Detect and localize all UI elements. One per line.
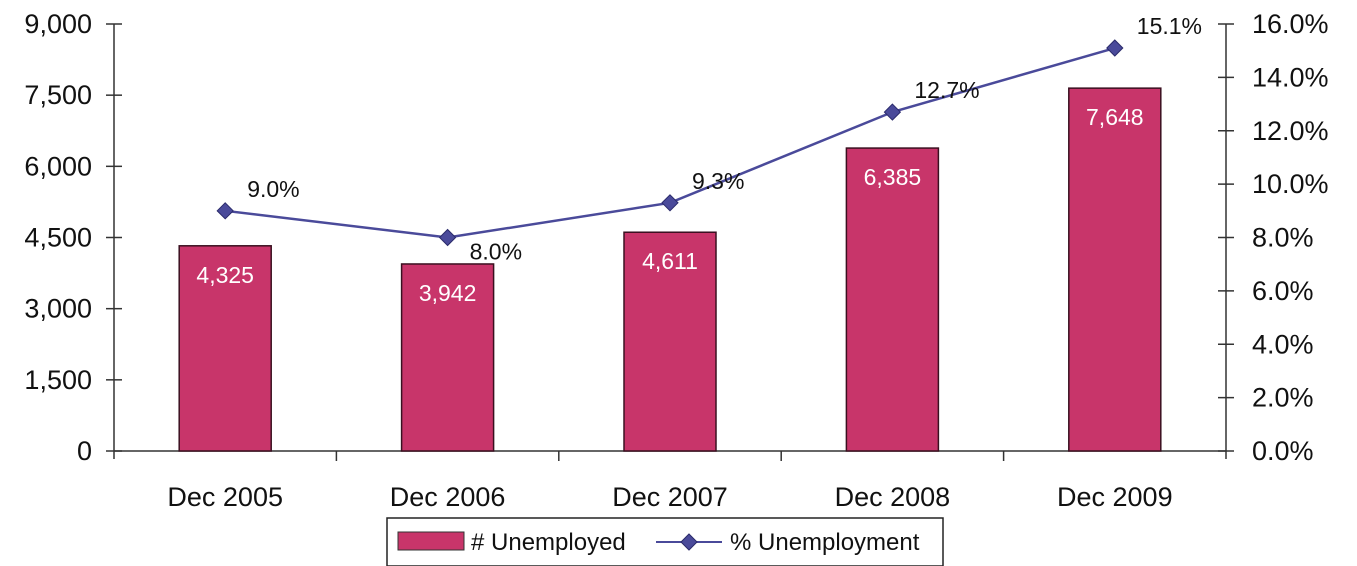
- x-tick-label: Dec 2009: [1057, 482, 1173, 512]
- legend: # Unemployed % Unemployment: [386, 517, 944, 566]
- line-point: [438, 228, 457, 247]
- y-left-tick-label: 1,500: [24, 365, 92, 395]
- y-right-tick-label: 16.0%: [1252, 9, 1329, 39]
- line-point: [1106, 39, 1124, 57]
- y-left-tick-label: 6,000: [24, 151, 92, 181]
- y-left-tick-label: 3,000: [24, 294, 92, 324]
- legend-box: [386, 517, 944, 566]
- y-right-tick-label: 2.0%: [1252, 383, 1314, 413]
- line-data-label: 15.1%: [1137, 13, 1202, 39]
- bar: [845, 147, 940, 452]
- x-tick-label: Dec 2006: [390, 482, 506, 512]
- y-right-tick-label: 10.0%: [1252, 169, 1329, 199]
- y-left-tick-label: 0: [77, 436, 92, 466]
- bar-data-label: 4,611: [642, 248, 698, 274]
- bar-data-label: 3,942: [419, 280, 477, 306]
- plot-area: 0 1,500 3,000 4,500 6,000 7,500 9,000 0.0% 2.0% 4…: [24, 9, 1328, 512]
- bar-data-label: 7,648: [1086, 104, 1144, 130]
- x-tick-label: Dec 2008: [835, 482, 951, 512]
- legend-bar-swatch: [397, 531, 465, 551]
- bar-data-label: 6,385: [864, 164, 922, 190]
- bar: [1068, 87, 1162, 452]
- y-left-tick-label: 4,500: [24, 223, 92, 253]
- line-data-label: 9.0%: [247, 176, 299, 202]
- x-tick-label: Dec 2005: [167, 482, 283, 512]
- bar: [400, 263, 495, 452]
- line-data-label: 8.0%: [470, 239, 522, 265]
- legend-line-label: % Unemployment: [730, 529, 920, 556]
- x-tick-label: Dec 2007: [612, 482, 728, 512]
- y-left-tick-label: 9,000: [24, 9, 92, 39]
- y-left-tick-label: 7,500: [24, 80, 92, 110]
- bar: [178, 245, 272, 452]
- legend-line-marker: [680, 533, 698, 551]
- line-data-label: 12.7%: [914, 77, 979, 103]
- legend-bar-label: # Unemployed: [471, 529, 626, 556]
- y-right-tick-label: 4.0%: [1252, 329, 1314, 359]
- line-point: [661, 194, 679, 212]
- line-point: [883, 103, 902, 121]
- y-right-tick-label: 0.0%: [1252, 436, 1314, 466]
- bar-data-label: 4,325: [196, 262, 254, 288]
- y-right-tick-label: 8.0%: [1252, 223, 1314, 253]
- y-right-tick-label: 12.0%: [1252, 116, 1329, 146]
- line-data-label: 9.3%: [692, 168, 744, 194]
- line-point: [216, 202, 234, 220]
- y-right-tick-label: 14.0%: [1252, 62, 1329, 92]
- y-right-tick-label: 6.0%: [1252, 276, 1314, 306]
- bar: [623, 231, 717, 452]
